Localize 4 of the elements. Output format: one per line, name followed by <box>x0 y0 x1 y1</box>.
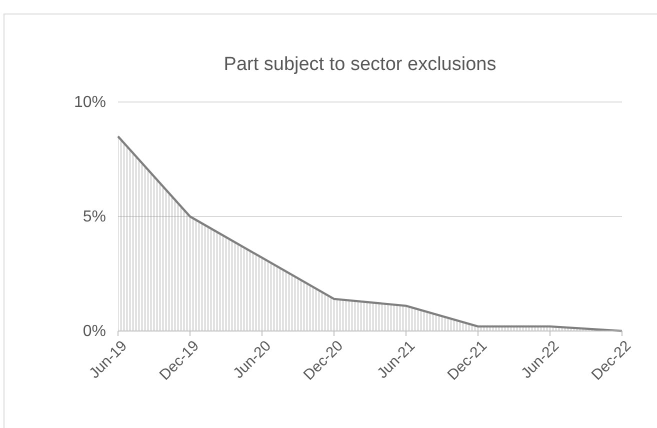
y-tick-label: 10% <box>74 94 106 112</box>
chart-title: Part subject to sector exclusions <box>224 54 496 75</box>
y-tick-label: 5% <box>82 208 106 226</box>
y-tick-label: 0% <box>82 323 106 340</box>
